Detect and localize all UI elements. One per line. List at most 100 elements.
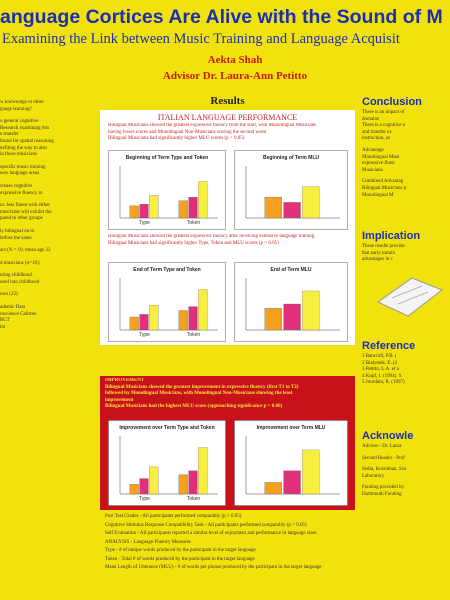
bar: [188, 197, 198, 219]
text-line: and transfer ex: [362, 129, 392, 135]
text-line: nefiting the way to also: [0, 145, 47, 151]
text-line: expressive fluency in: [0, 190, 43, 196]
bar: [188, 470, 198, 495]
chart-title: Beginning of Term Type and Token: [126, 155, 209, 161]
text-line: before the same: [0, 235, 32, 241]
references: Reference 1 Bancroft, P.B. (2 Bialystok, …: [362, 340, 450, 387]
text-line: 1 Bancroft, P.B. (: [362, 354, 397, 359]
text-line: having lower scores and Monolingual Non-…: [108, 129, 267, 135]
poster-title: anguage Cortices Are Alive with the Soun…: [0, 6, 443, 28]
bar: [149, 195, 159, 219]
bar: [302, 186, 320, 219]
x-tick-label: Type: [139, 332, 150, 338]
text-line: domains: [362, 116, 379, 122]
text-line: Bilingual Musicians showed the greatest …: [108, 234, 316, 239]
x-tick-label: Type: [139, 220, 150, 226]
x-tick-label: Token: [187, 332, 201, 338]
text-line: Second Reader - Prof: [362, 455, 405, 461]
improvement-text: IMPROVEMENT Bilingual Musicians showed th…: [105, 378, 350, 411]
results-heading: Results: [210, 95, 245, 107]
text-line: Post Test Grades - All participants perf…: [105, 514, 242, 519]
bar: [178, 310, 188, 331]
text-line: uring childhood: [0, 273, 32, 279]
text-line: ured into childhood: [0, 279, 40, 285]
bar: [129, 205, 139, 219]
text-line: 4 Kopf, J. (1994). S: [362, 373, 402, 379]
text-line: improvement: [105, 397, 134, 403]
bar: [188, 306, 198, 331]
text-line: These results provide: [362, 244, 405, 249]
text-line: 2 Bialystok, E. (2: [362, 360, 398, 366]
text-line: Bilingual Musicians had the highest MLU …: [105, 404, 283, 410]
text-line: ademic Data: [0, 305, 26, 311]
bar: [139, 478, 149, 495]
text-line: Cognitive Stimulus Response Compatibilit…: [105, 522, 307, 528]
implication: Implication These results provide that ear…: [362, 230, 450, 264]
text-line: Token - Total # of words produced by the…: [105, 556, 255, 562]
bar: [149, 466, 159, 495]
text-line: Sedia, Kovelman, Sco: [362, 467, 407, 473]
text-line: in those musicians: [0, 152, 37, 158]
advisor: Advisor Dr. Laura-Ann Petitto: [162, 70, 308, 82]
chart-title: Improvement over Term MLU: [257, 425, 326, 431]
bar: [302, 290, 320, 331]
text-line: Bilingual Musicians p: [362, 185, 407, 191]
section-heading: Reference: [362, 340, 416, 352]
chart: Improvement over Term Type and Token Type…: [108, 420, 226, 506]
chart: Beginning of Term Type and Token Type Toke…: [108, 150, 226, 230]
text-line: ars (N = 19, mean age 22: [0, 248, 51, 254]
text-line: There is an impact of: [362, 110, 405, 115]
bar: [283, 470, 301, 495]
x-tick-label: Type: [139, 496, 150, 502]
text-line: Musicians: [362, 167, 383, 173]
author: Aekta Shah: [207, 54, 263, 66]
text-line: Advisor - Dr. Laura: [362, 444, 402, 449]
chart-frame: [108, 262, 226, 342]
bar: [129, 316, 139, 331]
text-line: crease cognitive: [0, 183, 33, 189]
chart: End of Term Type and Token Type Token: [108, 262, 226, 342]
poster-subtitle: Examining the Link between Music Trainin…: [2, 31, 400, 47]
text-line: Mean Length of Utterance (MLU) - # of wo…: [105, 565, 322, 570]
text-line: Type - # of unique words produced by the…: [105, 548, 256, 553]
bar: [283, 202, 301, 219]
bar: [302, 449, 320, 495]
chart-frame: [108, 420, 226, 506]
bar: [149, 305, 159, 331]
conclusion: Conclusion There is an impact of domains Th…: [362, 96, 450, 199]
text-line: new language areas: [0, 171, 40, 177]
text-line: ly bilingual on to: [0, 228, 35, 234]
text-line: ANALYSIS - Language Fluency Measures: [105, 539, 191, 545]
chart-title: Improvement over Term Type and Token: [119, 425, 214, 431]
text-line: Self Evaluation - All participants repor…: [105, 531, 317, 536]
section-heading: Acknowle: [362, 430, 414, 442]
section-heading: Conclusion: [362, 96, 422, 108]
left-column: w knowledge in other guage learning? o gen…: [0, 100, 96, 331]
middle-text: Bilingual Musicians showed the greatest …: [108, 234, 350, 247]
chart: Beginning of Term MLU: [234, 150, 348, 230]
text-line: Bilingual Musicians showed the greatest …: [108, 123, 317, 128]
text-line: There is a cognitive a: [362, 123, 406, 129]
text-line: e transfer: [0, 132, 19, 138]
text-line: 3 Petitto, L.A. et a: [362, 367, 399, 373]
text-line: Advantage: [362, 147, 384, 153]
text-line: Funding provided by: [362, 485, 404, 491]
chart: End of Term MLU: [234, 262, 348, 342]
bar: [264, 197, 282, 219]
intro-text: Bilingual Musicians showed the greatest …: [108, 123, 350, 143]
bar: [139, 203, 149, 219]
text-line: Bilingual Musicians showed the greatest …: [105, 384, 299, 390]
text-line: 5 Jourdain, R. (1997): [362, 380, 405, 386]
bar: [129, 484, 139, 495]
chart-title: End of Term Type and Token: [133, 267, 201, 273]
text-line: IMPROVEMENT: [105, 378, 145, 383]
text-line: specific music training: [0, 164, 46, 170]
text-line: Monolingual Musi: [362, 154, 400, 160]
text-line: d musicians (n=16);: [0, 260, 41, 266]
bar: [139, 314, 149, 331]
text-line: expressive fluen: [362, 161, 395, 167]
text-line: musicians will exhibit the: [0, 209, 52, 215]
text-line: advantages in c: [362, 257, 393, 263]
illustration: [377, 277, 444, 317]
